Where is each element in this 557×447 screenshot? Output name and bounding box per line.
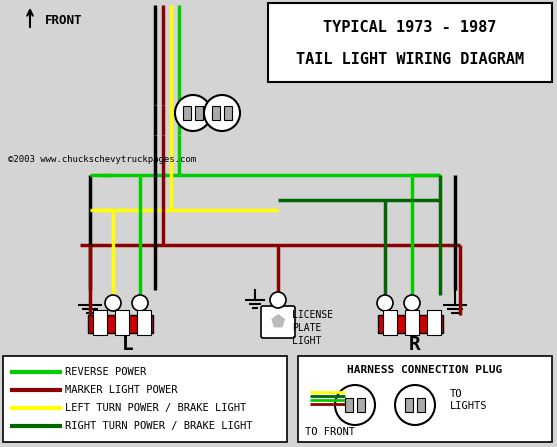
- Bar: [417, 398, 425, 412]
- Text: L: L: [122, 336, 134, 354]
- Circle shape: [335, 385, 375, 425]
- Text: RIGHT TURN POWER / BRAKE LIGHT: RIGHT TURN POWER / BRAKE LIGHT: [65, 421, 252, 431]
- Bar: [195, 106, 203, 120]
- Circle shape: [175, 95, 211, 131]
- Text: ©2003 www.chuckschevytruckpages.com: ©2003 www.chuckschevytruckpages.com: [8, 156, 196, 164]
- FancyBboxPatch shape: [3, 356, 287, 442]
- FancyBboxPatch shape: [298, 356, 552, 442]
- Bar: [183, 106, 191, 120]
- Bar: [88, 315, 153, 333]
- Bar: [115, 310, 129, 335]
- Bar: [137, 310, 151, 335]
- Bar: [405, 310, 419, 335]
- Text: ⬟: ⬟: [271, 313, 285, 331]
- Bar: [357, 398, 365, 412]
- Bar: [383, 310, 397, 335]
- Bar: [405, 398, 413, 412]
- Circle shape: [377, 295, 393, 311]
- Bar: [224, 106, 232, 120]
- Text: REVERSE POWER: REVERSE POWER: [65, 367, 146, 377]
- Text: TYPICAL 1973 - 1987: TYPICAL 1973 - 1987: [323, 21, 497, 35]
- Circle shape: [404, 295, 420, 311]
- Circle shape: [105, 295, 121, 311]
- Text: FRONT: FRONT: [45, 13, 82, 26]
- Text: TO
LIGHTS: TO LIGHTS: [450, 389, 487, 411]
- Text: LEFT TURN POWER / BRAKE LIGHT: LEFT TURN POWER / BRAKE LIGHT: [65, 403, 246, 413]
- Text: TO FRONT: TO FRONT: [305, 427, 355, 437]
- Bar: [93, 310, 107, 335]
- FancyBboxPatch shape: [268, 3, 552, 82]
- Text: R: R: [409, 336, 421, 354]
- Bar: [212, 106, 220, 120]
- Text: TAIL LIGHT WIRING DIAGRAM: TAIL LIGHT WIRING DIAGRAM: [296, 52, 524, 67]
- Circle shape: [270, 292, 286, 308]
- Circle shape: [132, 295, 148, 311]
- Text: LICENSE
PLATE
LIGHT: LICENSE PLATE LIGHT: [292, 310, 333, 346]
- Text: MARKER LIGHT POWER: MARKER LIGHT POWER: [65, 385, 178, 395]
- Bar: [378, 315, 443, 333]
- Text: HARNESS CONNECTION PLUG: HARNESS CONNECTION PLUG: [348, 365, 502, 375]
- Circle shape: [204, 95, 240, 131]
- Circle shape: [395, 385, 435, 425]
- Bar: [345, 398, 353, 412]
- FancyBboxPatch shape: [261, 306, 295, 338]
- Bar: [427, 310, 441, 335]
